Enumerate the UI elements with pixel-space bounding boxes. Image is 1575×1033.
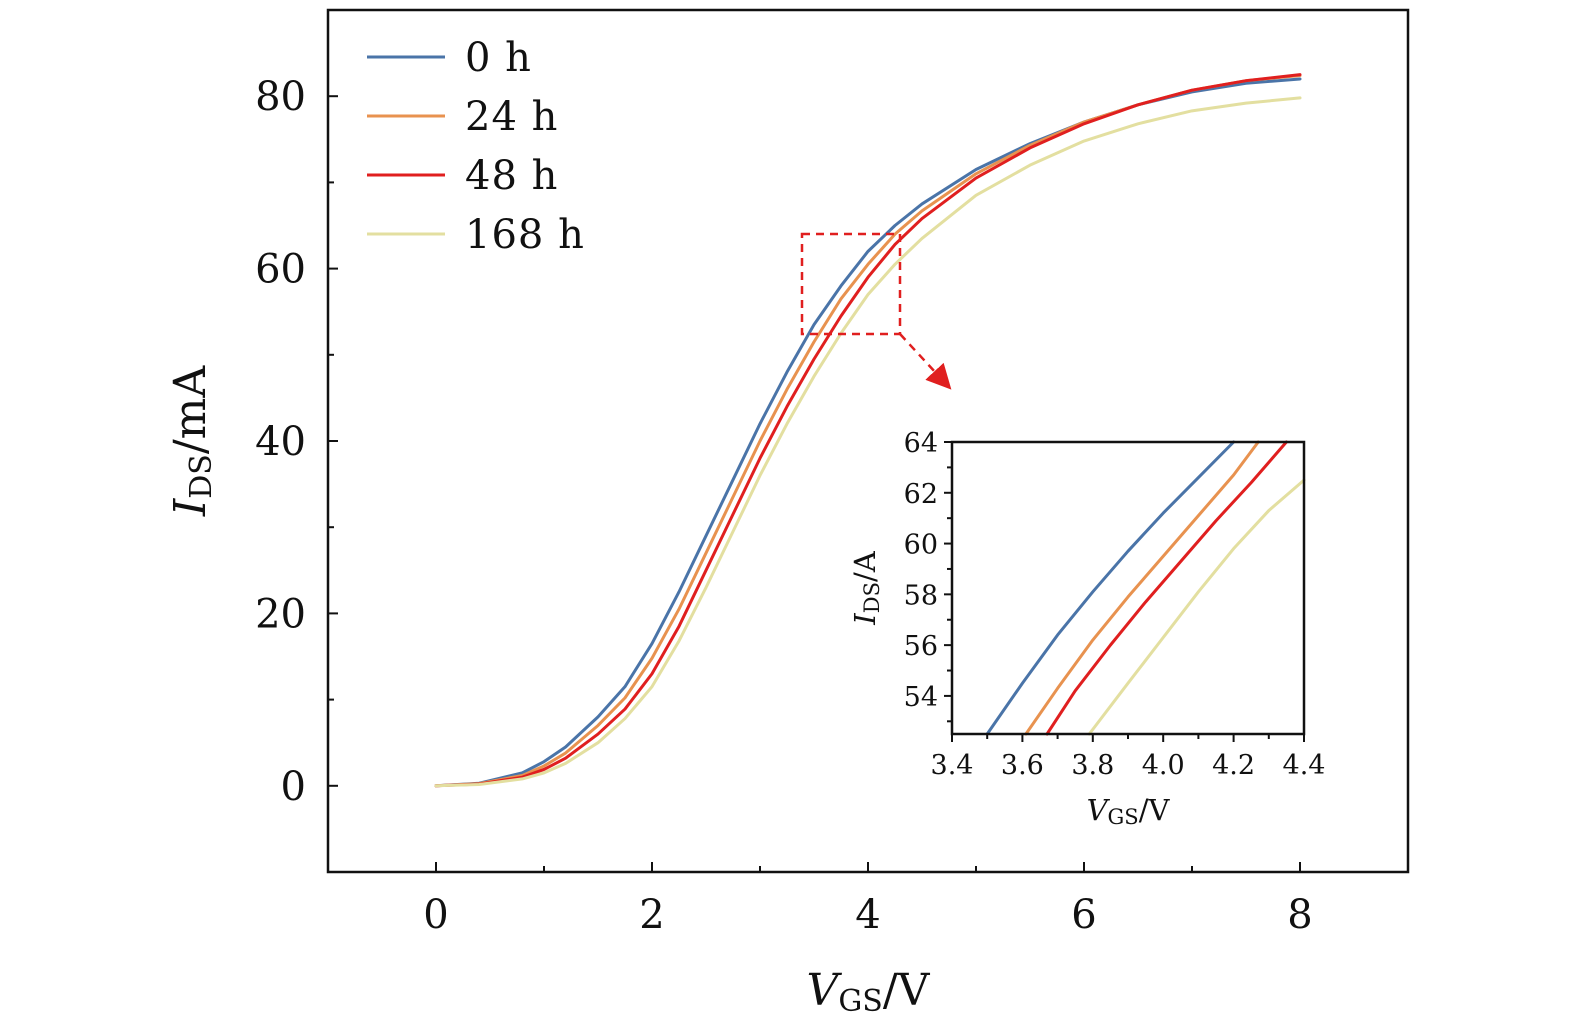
inset-y-tick-label: 60 — [904, 530, 938, 561]
inset-x-tick-label: 4.0 — [1142, 750, 1185, 781]
main-x-tick-label: 2 — [639, 892, 664, 938]
inset-y-tick-label: 64 — [904, 428, 938, 459]
inset-ticks-group — [944, 441, 1305, 742]
inset-x-tick-label: 3.4 — [931, 750, 974, 781]
inset-y-tick-label: 58 — [904, 580, 938, 611]
legend: 0 h 24 h 48 h 168 h — [367, 35, 585, 258]
main-y-tick-label: 40 — [255, 419, 306, 465]
main-series-48-h — [434, 73, 1302, 788]
main-y-axis-label: IDS/mA — [165, 365, 219, 518]
inset-series-168-h — [1087, 478, 1306, 736]
main-y-tick-label: 20 — [255, 591, 306, 637]
zoom-arrow — [899, 333, 952, 390]
main-x-tick-label: 6 — [1071, 892, 1096, 938]
inset-tick-labels-group: 3.4 3.6 3.8 4.0 4.2 4.4 54 56 58 60 62 64 — [904, 428, 1326, 781]
inset-y-axis-label: IDS/A — [848, 550, 884, 625]
main-x-tick-label: 8 — [1287, 892, 1312, 938]
inset-x-tick-label: 4.4 — [1283, 750, 1326, 781]
inset-series-0-h — [985, 440, 1236, 736]
inset-series-48-h — [1045, 440, 1288, 736]
inset-x-tick-label: 4.2 — [1212, 750, 1255, 781]
main-y-tick-label: 80 — [255, 74, 306, 120]
inset-series-group — [985, 440, 1306, 736]
legend-label-48-h: 48 h — [465, 153, 558, 199]
zoom-box — [800, 232, 902, 336]
inset-background — [952, 442, 1304, 734]
main-series-168-h — [434, 96, 1302, 788]
main-x-tick-label: 0 — [423, 892, 448, 938]
inset-y-tick-label: 62 — [904, 479, 938, 510]
inset-y-tick-label: 54 — [904, 682, 938, 713]
inset-plot: 3.4 3.6 3.8 4.0 4.2 4.4 54 56 58 60 62 64 VGS/V IDS… — [848, 428, 1325, 829]
inset-x-tick-label: 3.6 — [1001, 750, 1044, 781]
legend-label-0-h: 0 h — [465, 35, 532, 81]
main-y-tick-label: 60 — [255, 247, 306, 293]
legend-label-168-h: 168 h — [465, 212, 585, 258]
inset-series-24-h — [1024, 440, 1260, 736]
inset-x-tick-label: 3.8 — [1071, 750, 1114, 781]
main-x-tick-label: 4 — [855, 892, 880, 938]
legend-label-24-h: 24 h — [465, 94, 558, 140]
main-x-axis-label: VGS/V — [807, 965, 931, 1019]
inset-x-axis-label: VGS/V — [1087, 793, 1171, 829]
main-ticks-group — [328, 95, 1301, 872]
inset-y-tick-label: 56 — [904, 631, 938, 662]
main-y-tick-label: 0 — [281, 764, 306, 810]
main-series-24-h — [434, 74, 1302, 788]
main-series-group — [434, 73, 1302, 788]
